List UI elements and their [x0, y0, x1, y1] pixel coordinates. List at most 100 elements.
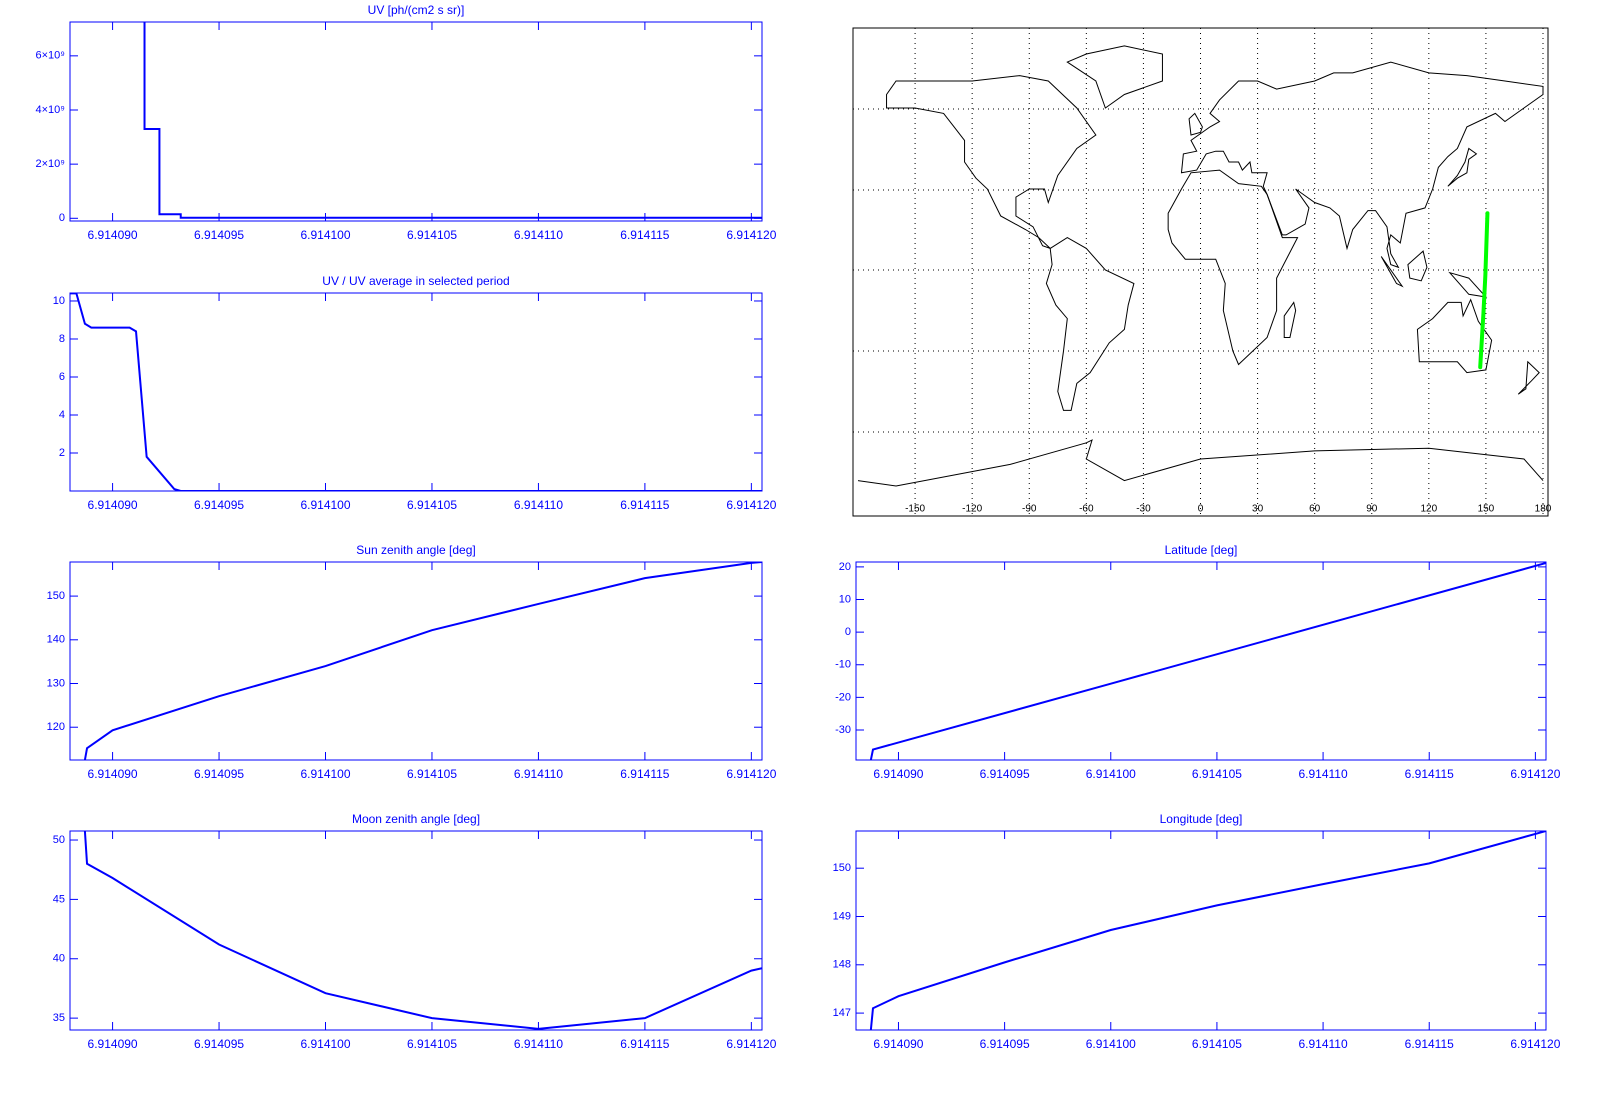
- chart-title: UV [ph/(cm2 s sr)]: [368, 3, 465, 17]
- x-tick-label: 6.914100: [300, 498, 350, 512]
- x-tick-label: 6.914105: [1192, 1037, 1242, 1051]
- x-tick-label: 6.914120: [726, 228, 776, 242]
- y-tick-label: 8: [59, 333, 65, 345]
- x-tick-label: 6.914095: [980, 1037, 1030, 1051]
- y-tick-label: 35: [53, 1012, 65, 1024]
- map-frame: [852, 27, 1549, 517]
- y-tick-label: 147: [833, 1007, 851, 1019]
- x-tick-label: 6.914120: [1510, 767, 1560, 781]
- y-tick-label: 150: [833, 862, 851, 874]
- y-tick-label: -10: [835, 659, 851, 671]
- x-tick-label: 6.914095: [980, 767, 1030, 781]
- data-line: [869, 562, 1546, 760]
- x-tick-label: 6.914100: [300, 1037, 350, 1051]
- data-line: [83, 831, 762, 1030]
- x-tick-label: 6.914105: [407, 1037, 457, 1051]
- y-tick-label: 20: [839, 561, 851, 573]
- data-line: [143, 22, 762, 219]
- y-tick-label: 4: [59, 409, 65, 421]
- x-tick-label: 6.914120: [1510, 1037, 1560, 1051]
- x-tick-label: 150: [1478, 504, 1495, 515]
- y-tick-label: 2×10⁹: [36, 158, 66, 170]
- x-tick-label: 6.914105: [407, 228, 457, 242]
- x-tick-label: 6.914095: [194, 498, 244, 512]
- x-tick-label: 6.914105: [407, 767, 457, 781]
- y-tick-label: 148: [833, 959, 851, 971]
- x-tick-label: 6.914100: [300, 767, 350, 781]
- plot-frame: [855, 561, 1547, 761]
- x-tick-label: 6.914115: [1405, 1037, 1454, 1051]
- y-tick-label: 10: [839, 593, 851, 605]
- data-line: [869, 831, 1546, 1030]
- x-tick-label: 6.914110: [514, 1037, 563, 1051]
- x-tick-label: -120: [962, 504, 982, 515]
- x-tick-label: 90: [1366, 504, 1378, 515]
- x-tick-label: 180: [1535, 504, 1552, 515]
- x-tick-label: 6.914100: [300, 228, 350, 242]
- plot-frame: [69, 561, 763, 761]
- x-tick-label: 6.914095: [194, 228, 244, 242]
- ground-track: [1478, 211, 1490, 370]
- x-tick-label: -150: [905, 504, 925, 515]
- coastlines: [858, 46, 1543, 486]
- y-tick-label: 149: [833, 910, 851, 922]
- chart-title: Moon zenith angle [deg]: [352, 812, 480, 826]
- x-tick-label: 6.914095: [194, 1037, 244, 1051]
- y-tick-label: 0: [845, 626, 851, 638]
- x-tick-label: 6.914110: [1298, 1037, 1347, 1051]
- x-tick-label: 6.914090: [88, 228, 138, 242]
- x-tick-label: 120: [1420, 504, 1437, 515]
- x-tick-label: 6.914115: [620, 767, 669, 781]
- chart-title: Longitude [deg]: [1160, 812, 1243, 826]
- y-tick-label: 150: [47, 590, 65, 602]
- y-tick-label: 4×10⁹: [36, 104, 66, 116]
- chart-title: UV / UV average in selected period: [322, 274, 509, 288]
- x-tick-label: 6.914110: [514, 767, 563, 781]
- x-tick-label: 6.914105: [1192, 767, 1242, 781]
- x-tick-label: 6.914120: [726, 767, 776, 781]
- y-tick-label: 140: [47, 634, 65, 646]
- x-tick-label: 30: [1252, 504, 1264, 515]
- y-tick-label: 50: [53, 834, 65, 846]
- y-tick-label: -20: [835, 691, 851, 703]
- y-tick-label: 45: [53, 893, 65, 905]
- x-tick-label: 6.914100: [1086, 767, 1136, 781]
- x-tick-label: 6.914110: [514, 498, 563, 512]
- x-tick-label: 6.914095: [194, 767, 244, 781]
- y-tick-label: 6: [59, 371, 65, 383]
- x-tick-label: 6.914090: [873, 1037, 923, 1051]
- x-tick-label: 0: [1198, 504, 1204, 515]
- chart-title: Sun zenith angle [deg]: [356, 543, 475, 557]
- data-line: [70, 293, 762, 491]
- y-tick-label: 40: [53, 953, 65, 965]
- y-tick-label: 2: [59, 447, 65, 459]
- y-tick-label: 0: [59, 212, 65, 224]
- x-tick-label: 6.914100: [1086, 1037, 1136, 1051]
- x-tick-label: 6.914090: [873, 767, 923, 781]
- x-tick-label: -30: [1136, 504, 1151, 515]
- x-tick-label: 6.914090: [88, 498, 138, 512]
- x-tick-label: 6.914115: [620, 1037, 669, 1051]
- x-tick-label: 6.914115: [1405, 767, 1454, 781]
- x-tick-label: 6.914110: [1298, 767, 1347, 781]
- x-tick-label: 6.914090: [88, 767, 138, 781]
- y-tick-label: 120: [47, 721, 65, 733]
- y-tick-label: 130: [47, 677, 65, 689]
- y-tick-label: 10: [53, 295, 65, 307]
- x-tick-label: 6.914110: [514, 228, 563, 242]
- plot-frame: [69, 21, 763, 222]
- x-tick-label: -90: [1022, 504, 1037, 515]
- y-tick-label: 6×10⁹: [36, 50, 66, 62]
- chart-title: Latitude [deg]: [1165, 543, 1238, 557]
- x-tick-label: 6.914115: [620, 498, 669, 512]
- x-tick-label: 60: [1309, 504, 1321, 515]
- data-line: [83, 562, 762, 760]
- plot-frame: [855, 830, 1547, 1031]
- y-tick-label: -30: [835, 724, 851, 736]
- plot-frame: [69, 292, 763, 492]
- x-tick-label: 6.914120: [726, 498, 776, 512]
- latitude-grid: [853, 108, 1548, 433]
- x-tick-label: 6.914115: [620, 228, 669, 242]
- x-tick-label: 6.914120: [726, 1037, 776, 1051]
